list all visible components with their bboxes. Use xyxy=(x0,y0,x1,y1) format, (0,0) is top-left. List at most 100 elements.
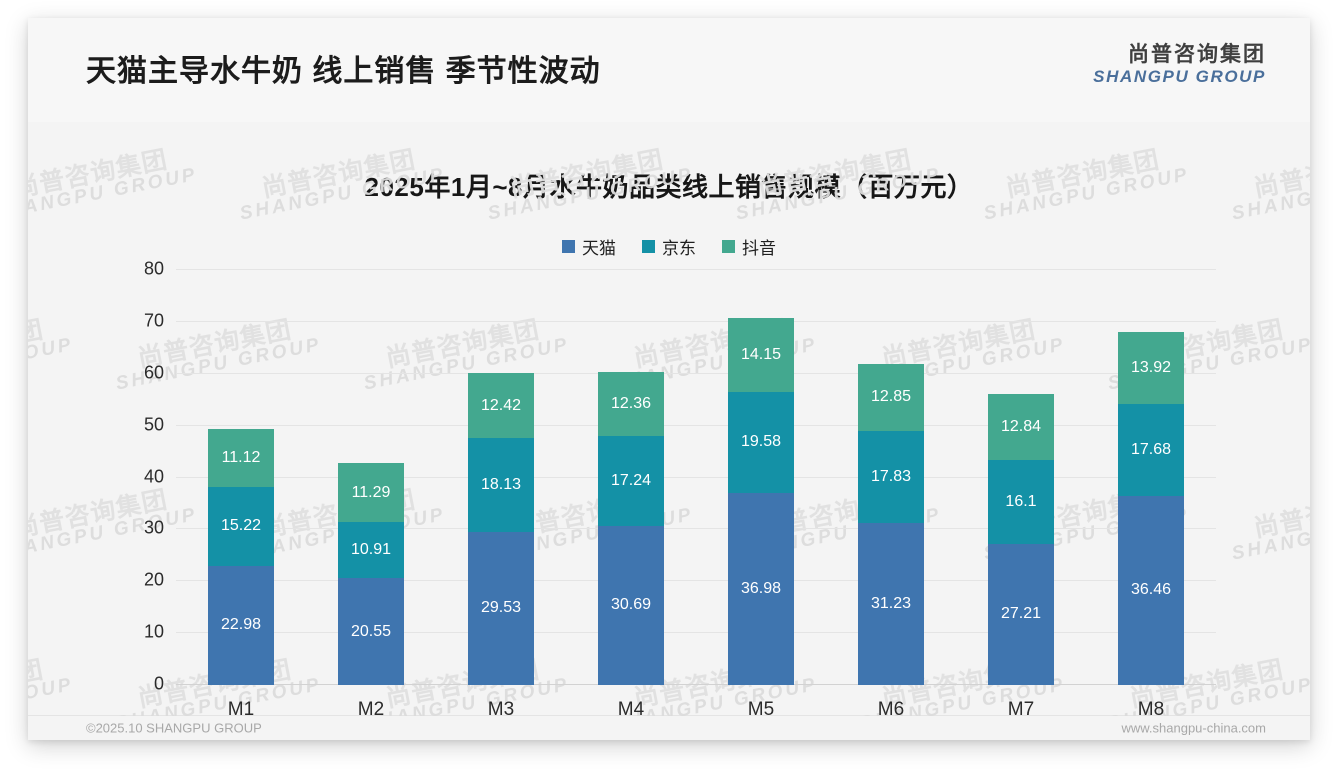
logo-chinese-text: 尚普咨询集团 xyxy=(1128,43,1266,66)
gridline: 30 xyxy=(144,518,1216,538)
legend-item-天猫[interactable]: 天猫 xyxy=(562,234,616,259)
bar-group-M2[interactable]: 11.29 10.91 20.55 M2 xyxy=(338,270,404,720)
bar-segment-京东-M7[interactable]: 16.1 xyxy=(988,460,1054,544)
y-axis-tick-label: 50 xyxy=(143,414,164,435)
watermark-chinese-text: 尚普咨询集团 xyxy=(28,315,47,373)
gridline: 50 xyxy=(144,414,1216,434)
logo-english-text: SHANGPU GROUP xyxy=(1093,67,1266,87)
bar-segment-天猫-M7[interactable]: 27.21 xyxy=(988,543,1054,685)
y-axis-tick-label: 0 xyxy=(153,673,164,694)
bar-segment-京东-M6[interactable]: 17.83 xyxy=(858,430,924,523)
bar-segment-天猫-M6[interactable]: 31.23 xyxy=(858,523,924,685)
bar-segment-抖音-M2[interactable]: 11.29 xyxy=(338,463,404,522)
bar-value-label: 15.22 xyxy=(220,517,262,535)
bar-group-M4[interactable]: 12.36 17.24 30.69 M4 xyxy=(598,270,664,720)
bar-value-label: 11.12 xyxy=(221,449,261,466)
watermark-chinese-text: 尚普咨询集团 xyxy=(28,485,171,543)
watermark-english-text: SHANGPU GROUP xyxy=(28,504,200,565)
x-axis-tick-label: M2 xyxy=(357,699,385,720)
slide-footer: ©2025.10 SHANGPU GROUP www.shangpu-china… xyxy=(28,715,1310,740)
bar-value-label: 22.98 xyxy=(220,616,262,634)
bar-segment-抖音-M5[interactable]: 14.15 xyxy=(728,318,794,392)
y-axis-tick-label: 60 xyxy=(143,362,164,383)
bar-value-label: 17.83 xyxy=(870,467,912,485)
legend-label: 抖音 xyxy=(742,239,776,258)
y-axis-tick-label: 80 xyxy=(143,258,164,279)
bar-series-container: 11.12 15.22 22.98 M1 11.29 10.91 20.55 M2 12.42 1… xyxy=(176,270,1216,720)
copyright-text: ©2025.10 SHANGPU GROUP xyxy=(86,720,262,736)
legend-item-京东[interactable]: 京东 xyxy=(642,234,696,259)
bar-group-M8[interactable]: 13.92 17.68 36.46 M8 xyxy=(1118,270,1184,720)
y-axis-tick-label: 20 xyxy=(143,569,164,590)
bar-segment-京东-M8[interactable]: 17.68 xyxy=(1118,404,1184,496)
bar-group-M6[interactable]: 12.85 17.83 31.23 M6 xyxy=(858,270,924,720)
x-axis-tick-label: M8 xyxy=(1137,699,1165,720)
bar-group-M1[interactable]: 11.12 15.22 22.98 M1 xyxy=(208,270,274,720)
bar-value-label: 11.29 xyxy=(351,483,391,501)
watermark-english-text: SHANGPU GROUP xyxy=(28,674,76,716)
watermark-chinese-text: 尚普咨询集团 xyxy=(1251,485,1310,543)
x-axis-tick-label: M1 xyxy=(227,699,255,720)
plot-area: 0 10 20 30 40 50 60 70 80 11.12 15.22 22.98 M1 11.29… xyxy=(144,259,1216,720)
bar-value-label: 12.36 xyxy=(610,395,652,413)
y-axis-tick-label: 40 xyxy=(143,466,164,486)
watermark-english-text: SHANGPU GROUP xyxy=(28,334,76,394)
bar-value-label: 30.69 xyxy=(610,596,652,614)
x-axis-tick-label: M6 xyxy=(877,699,905,720)
bar-segment-京东-M1[interactable]: 15.22 xyxy=(208,486,274,566)
company-logo: 尚普咨询集团 SHANGPU GROUP xyxy=(1093,43,1266,87)
chart-title: 2025年1月~8月水牛奶品类线上销售规模（百万元） xyxy=(364,172,974,202)
bar-value-label: 13.92 xyxy=(1130,359,1172,377)
bar-value-label: 10.91 xyxy=(350,541,392,559)
legend-label: 京东 xyxy=(662,239,696,258)
bar-segment-京东-M2[interactable]: 10.91 xyxy=(338,521,404,579)
bar-segment-天猫-M3[interactable]: 29.53 xyxy=(468,531,534,685)
chart-legend: 天猫 京东 抖音 xyxy=(28,234,1310,259)
watermark-english-text: SHANGPU GROUP xyxy=(1230,504,1310,565)
bar-value-label: 18.13 xyxy=(480,475,522,493)
bar-segment-抖音-M6[interactable]: 12.85 xyxy=(858,363,924,431)
bar-segment-天猫-M1[interactable]: 22.98 xyxy=(208,565,274,685)
bar-segment-天猫-M4[interactable]: 30.69 xyxy=(598,525,664,685)
bar-value-label: 29.53 xyxy=(480,599,522,617)
x-axis-tick-label: M3 xyxy=(487,699,515,720)
bar-segment-天猫-M8[interactable]: 36.46 xyxy=(1118,495,1184,685)
bar-segment-抖音-M1[interactable]: 11.12 xyxy=(208,429,274,487)
slide-card: 天猫主导水牛奶 线上销售 季节性波动 尚普咨询集团 SHANGPU GROUP … xyxy=(28,18,1310,740)
website-link[interactable]: www.shangpu-china.com xyxy=(1121,720,1266,736)
gridline: 70 xyxy=(144,310,1216,330)
bar-segment-抖音-M3[interactable]: 12.42 xyxy=(468,373,534,438)
x-axis-tick-label: M4 xyxy=(617,699,645,720)
bar-group-M7[interactable]: 12.84 16.1 27.21 M7 xyxy=(988,270,1054,720)
bar-segment-京东-M4[interactable]: 17.24 xyxy=(598,436,664,526)
bar-value-label: 36.46 xyxy=(1130,581,1172,599)
legend-swatch-icon xyxy=(722,240,735,253)
gridline: 60 xyxy=(144,362,1216,382)
bar-segment-抖音-M8[interactable]: 13.92 xyxy=(1118,331,1184,405)
bar-segment-抖音-M4[interactable]: 12.36 xyxy=(598,372,664,437)
bar-segment-京东-M3[interactable]: 18.13 xyxy=(468,437,534,532)
watermark-chinese-text: 尚普咨询集团 xyxy=(28,655,47,713)
bar-value-label: 12.42 xyxy=(480,396,522,414)
chart-container: 尚普咨询集团 SHANGPU GROUP 尚普咨询集团 SHANGPU GROUP 尚普… xyxy=(28,122,1310,720)
bar-segment-天猫-M2[interactable]: 20.55 xyxy=(338,578,404,685)
slide-header: 天猫主导水牛奶 线上销售 季节性波动 尚普咨询集团 SHANGPU GROUP xyxy=(28,18,1310,123)
gridline: 0 xyxy=(154,674,1216,694)
bar-segment-抖音-M7[interactable]: 12.84 xyxy=(988,393,1054,461)
legend-swatch-icon xyxy=(562,240,575,253)
x-axis-tick-label: M7 xyxy=(1007,699,1035,720)
legend-item-抖音[interactable]: 抖音 xyxy=(722,234,776,259)
bar-group-M5[interactable]: 14.15 19.58 36.98 M5 xyxy=(728,270,794,720)
bar-segment-天猫-M5[interactable]: 36.98 xyxy=(728,493,794,685)
bar-group-M3[interactable]: 12.42 18.13 29.53 M3 xyxy=(468,270,534,720)
bar-value-label: 16.1 xyxy=(1005,493,1037,511)
bar-value-label: 17.24 xyxy=(610,472,652,490)
bar-value-label: 12.85 xyxy=(870,388,912,406)
bar-value-label: 12.84 xyxy=(1000,418,1042,436)
bar-value-label: 14.15 xyxy=(740,345,782,363)
bar-segment-京东-M5[interactable]: 19.58 xyxy=(728,391,794,494)
gridline: 40 xyxy=(144,466,1216,486)
